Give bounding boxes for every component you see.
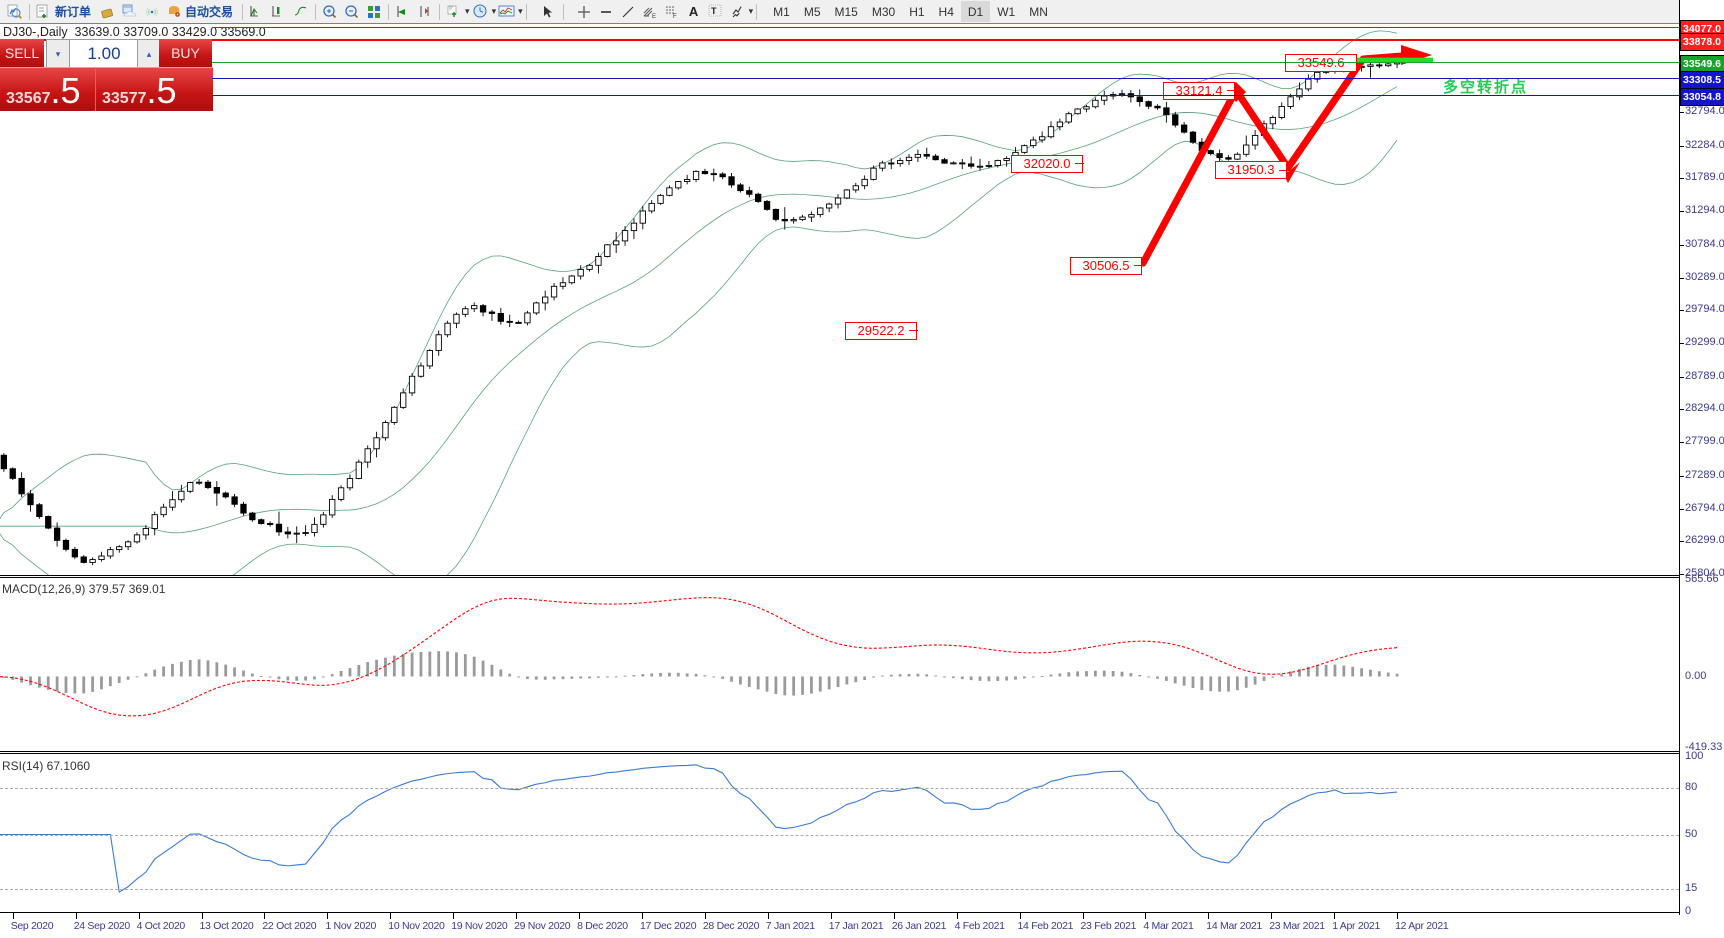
svg-text:E: E (652, 14, 656, 20)
svg-text:T: T (711, 6, 717, 16)
svg-text:F: F (673, 14, 677, 20)
